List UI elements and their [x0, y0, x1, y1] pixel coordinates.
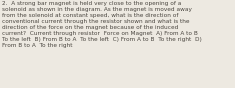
Text: 2.  A strong bar magnet is held very close to the opening of a
solenoid as shown: 2. A strong bar magnet is held very clos… — [2, 1, 202, 48]
